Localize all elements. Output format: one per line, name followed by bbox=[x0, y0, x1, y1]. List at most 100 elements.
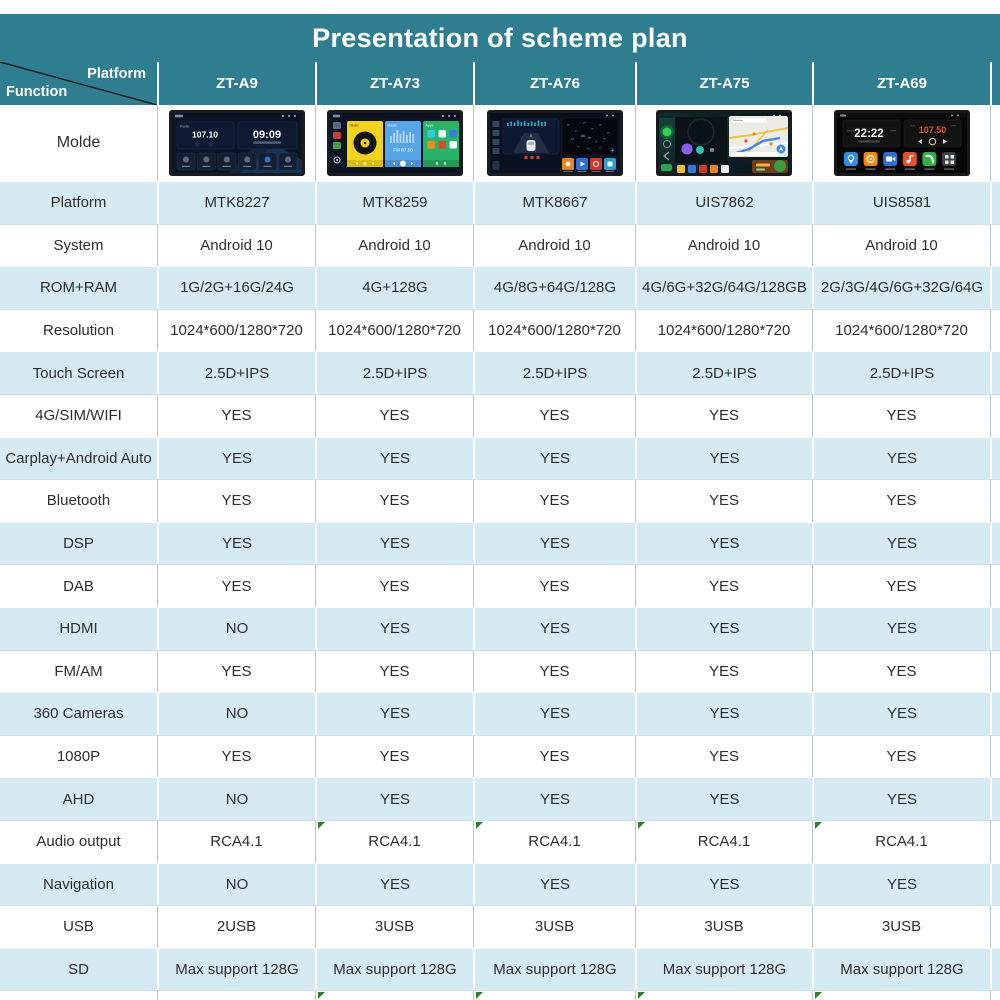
partial-cell bbox=[0, 990, 157, 1000]
cell-value: YES bbox=[886, 407, 917, 425]
row-label: Navigation bbox=[0, 862, 157, 906]
value-cell: YES bbox=[635, 734, 812, 778]
value-cell: YES bbox=[635, 564, 812, 607]
cell-value: NO bbox=[225, 705, 249, 723]
value-cell: YES bbox=[473, 734, 635, 778]
value-cell: YES bbox=[157, 479, 315, 522]
column-header-zt-a73: ZT-A73 bbox=[315, 62, 473, 105]
cell-value: 1024*600/1280*720 bbox=[657, 322, 791, 340]
cell-value: 2.5D+IPS bbox=[869, 364, 935, 382]
cell-value: MTK8667 bbox=[522, 194, 588, 212]
value-cell: Max support 128G bbox=[812, 947, 990, 991]
row-label: FM/AM bbox=[0, 649, 157, 693]
radio-frequency: FM 87.50 bbox=[393, 148, 413, 153]
value-cell: RCA4.1 bbox=[635, 819, 812, 863]
corner-function-label: Function bbox=[6, 84, 68, 100]
cell-value: YES bbox=[539, 705, 570, 723]
cell-value: YES bbox=[708, 748, 739, 766]
error-indicator-triangle bbox=[476, 992, 483, 1000]
value-cell: Android 10 bbox=[812, 223, 990, 267]
row-label: System bbox=[0, 223, 157, 267]
product-image-cell: 22:22 107.50 bbox=[812, 105, 990, 181]
value-cell: RCA4.1 bbox=[473, 819, 635, 863]
cell-value: YES bbox=[886, 620, 917, 638]
value-cell: YES bbox=[473, 479, 635, 522]
value-cell: Max support 128G bbox=[635, 947, 812, 991]
radio-frequency: 107.10 bbox=[192, 130, 218, 140]
value-cell: 1024*600/1280*720 bbox=[473, 308, 635, 352]
cell-value: YES bbox=[539, 535, 570, 553]
value-cell: YES bbox=[473, 436, 635, 480]
value-cell: 4G/6G+32G/64G/128GB bbox=[635, 266, 812, 309]
value-cell: 1024*600/1280*720 bbox=[635, 308, 812, 352]
head-unit-screen-a69: 22:22 107.50 bbox=[833, 110, 970, 176]
value-cell: 2.5D+IPS bbox=[157, 351, 315, 394]
adas-card bbox=[502, 118, 559, 155]
row-label: USB bbox=[0, 905, 157, 948]
cell-value: Max support 128G bbox=[175, 960, 299, 978]
value-cell: YES bbox=[812, 393, 990, 437]
value-cell: 1024*600/1280*720 bbox=[812, 308, 990, 352]
product-image-cell bbox=[635, 105, 812, 181]
svg-text:Radio: Radio bbox=[387, 124, 396, 128]
apps-grid-icon bbox=[944, 155, 948, 159]
value-cell: YES bbox=[635, 479, 812, 522]
cell-value: Max support 128G bbox=[662, 960, 787, 978]
value-cell: YES bbox=[635, 649, 812, 693]
value-cell: 4G/8G+64G/128G bbox=[473, 266, 635, 309]
app-dock bbox=[677, 165, 729, 173]
value-cell: YES bbox=[315, 606, 473, 650]
cutoff-column-sliver bbox=[990, 521, 1000, 565]
cutoff-column-sliver bbox=[990, 479, 1000, 522]
row-label: 1080P bbox=[0, 734, 157, 778]
value-cell: Android 10 bbox=[635, 223, 812, 267]
value-cell: 2G/3G/4G/6G+32G/64G bbox=[812, 266, 990, 309]
row-label: Touch Screen bbox=[0, 351, 157, 394]
cell-value: YES bbox=[221, 449, 252, 467]
sidebar-icons bbox=[660, 125, 674, 171]
value-cell: YES bbox=[315, 734, 473, 778]
value-cell: YES bbox=[315, 777, 473, 820]
error-indicator-triangle bbox=[476, 821, 483, 829]
cell-value: YES bbox=[886, 662, 917, 680]
cutoff-column-sliver bbox=[990, 266, 1000, 309]
cell-value: YES bbox=[221, 535, 252, 553]
cell-value: 1024*600/1280*720 bbox=[170, 322, 303, 340]
radio-widget: 107.50 bbox=[903, 119, 961, 148]
value-cell: NO bbox=[157, 606, 315, 650]
cell-value: YES bbox=[539, 577, 570, 595]
head-unit-screen-a76 bbox=[486, 110, 623, 176]
value-cell: 2.5D+IPS bbox=[812, 351, 990, 394]
value-cell: YES bbox=[635, 521, 812, 565]
cell-value: YES bbox=[221, 577, 252, 595]
cutoff-column-sliver bbox=[990, 947, 1000, 991]
value-cell: MTK8227 bbox=[157, 181, 315, 224]
product-image-zt-a76 bbox=[486, 110, 623, 176]
cell-value: Android 10 bbox=[518, 236, 591, 254]
value-cell: NO bbox=[157, 777, 315, 820]
cutoff-column-sliver bbox=[990, 905, 1000, 948]
cutoff-column-sliver bbox=[990, 223, 1000, 267]
value-cell: YES bbox=[157, 436, 315, 480]
value-cell: YES bbox=[473, 564, 635, 607]
value-cell: YES bbox=[157, 734, 315, 778]
table-row: FM/AM YES YES YES YES YES bbox=[0, 649, 1000, 693]
table-row: System Android 10 Android 10 Android 10 Andr… bbox=[0, 223, 1000, 267]
radio-widget bbox=[176, 121, 234, 150]
value-cell: YES bbox=[315, 521, 473, 565]
value-cell: YES bbox=[157, 564, 315, 607]
value-cell: Android 10 bbox=[473, 223, 635, 267]
value-cell: Android 10 bbox=[157, 223, 315, 267]
cell-value: YES bbox=[221, 662, 252, 680]
value-cell: Max support 128G bbox=[473, 947, 635, 991]
google-maps-card bbox=[728, 116, 789, 158]
corner-header-cell: Platform Function bbox=[0, 62, 157, 105]
product-image-zt-a69: 22:22 107.50 bbox=[833, 110, 970, 176]
table-row: Navigation NO YES YES YES YES bbox=[0, 862, 1000, 906]
value-cell: YES bbox=[812, 564, 990, 607]
next-icon bbox=[942, 139, 947, 144]
cell-value: 2.5D+IPS bbox=[362, 364, 428, 382]
radio-card: Radio FM 87.50 bbox=[384, 121, 421, 167]
cell-value: YES bbox=[708, 577, 739, 595]
table-row: 360 Cameras NO YES YES YES YES bbox=[0, 692, 1000, 735]
